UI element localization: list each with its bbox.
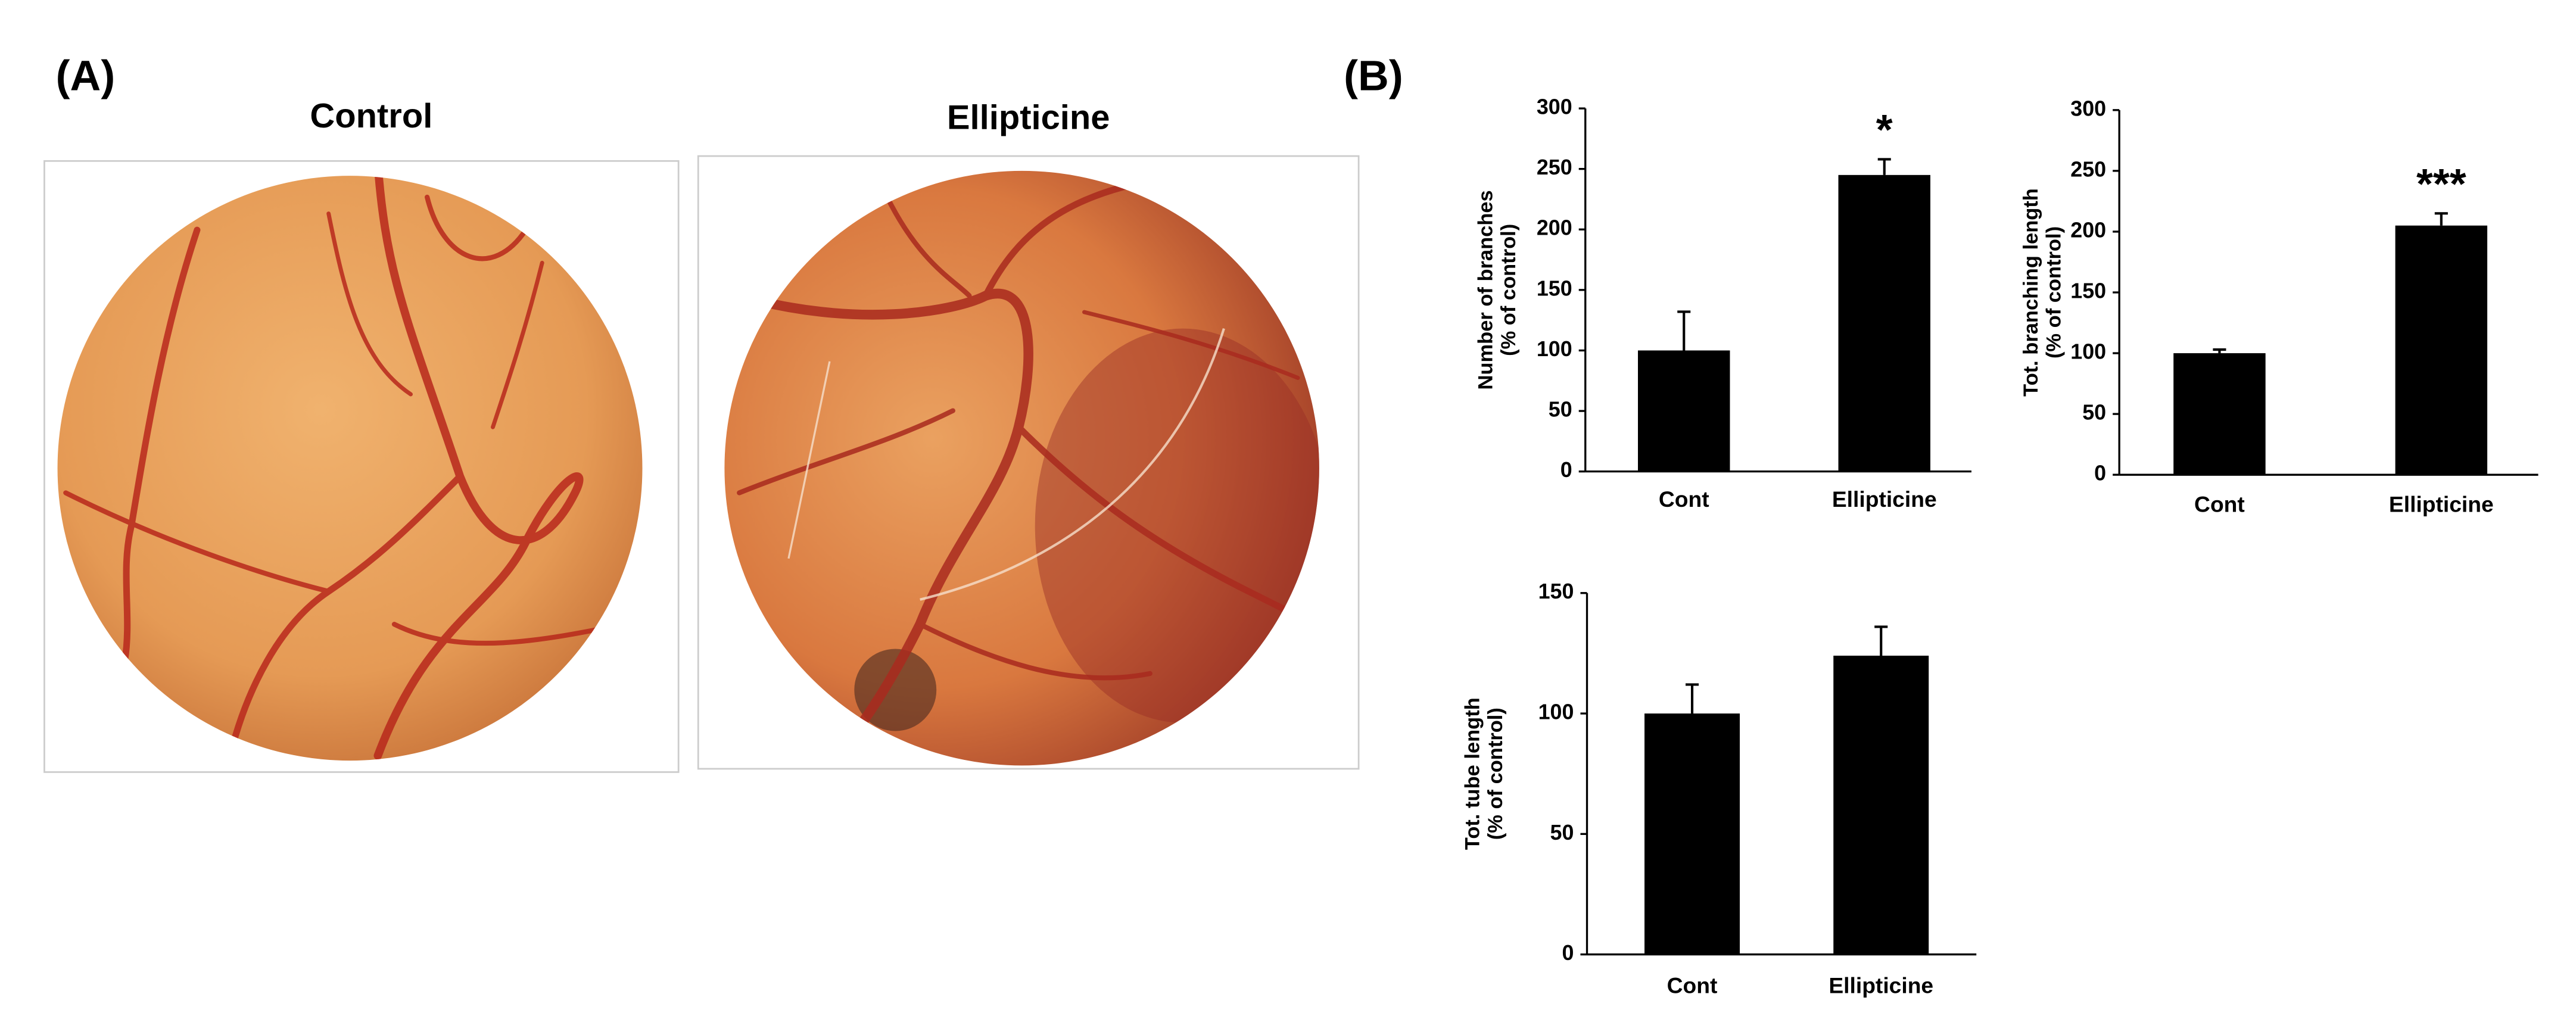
x-tick-label: Ellipticine (2389, 491, 2494, 516)
x-tick-label: Cont (1659, 487, 1709, 512)
bar (1838, 174, 1930, 472)
y-tick-label: 200 (1537, 216, 1572, 240)
y-tick-label: 100 (1538, 700, 1574, 724)
x-tick-label: Cont (2194, 491, 2245, 516)
photo (697, 155, 1360, 770)
x-tick-label: Ellipticine (1832, 487, 1937, 512)
y-tick-label: 50 (1550, 821, 1574, 845)
y-tick-label: 200 (2070, 218, 2106, 242)
panel-label: (B) (1344, 52, 1403, 99)
y-tick-label: 150 (1538, 579, 1574, 603)
bar (1644, 713, 1740, 955)
significance: * (1876, 106, 1893, 154)
y-axis-label: (% of control) (1484, 708, 1507, 840)
photo (43, 160, 680, 773)
y-axis-label: Tot. branching length (2020, 188, 2042, 397)
bar (2173, 353, 2266, 475)
y-tick-label: 300 (2070, 96, 2106, 120)
y-tick-label: 300 (1537, 95, 1572, 119)
y-tick-label: 150 (2070, 279, 2106, 303)
y-tick-label: 50 (1549, 398, 1572, 422)
y-axis-label: Number of branches (1474, 190, 1497, 389)
y-tick-label: 250 (1537, 155, 1572, 179)
y-tick-label: 0 (1560, 458, 1572, 482)
x-tick-label: Ellipticine (1829, 973, 1933, 998)
significance: *** (2416, 160, 2466, 208)
x-tick-label: Cont (1667, 973, 1718, 998)
y-axis-label: (% of control) (2043, 226, 2066, 359)
bar (2395, 225, 2488, 475)
photo-title: Control (310, 97, 432, 135)
photo-title: Ellipticine (947, 99, 1110, 137)
y-axis-label: Tot. tube length (1461, 697, 1484, 850)
y-tick-label: 150 (1537, 276, 1572, 300)
y-tick-label: 250 (2070, 157, 2106, 181)
y-tick-label: 100 (2070, 340, 2106, 364)
y-tick-label: 0 (1562, 941, 1574, 965)
panel-label: (A) (56, 52, 116, 99)
y-tick-label: 50 (2082, 401, 2106, 425)
bar (1833, 655, 1929, 955)
y-axis-label: (% of control) (1497, 224, 1520, 356)
bar (1638, 350, 1730, 472)
y-tick-label: 100 (1537, 337, 1572, 361)
y-tick-label: 0 (2094, 462, 2106, 485)
